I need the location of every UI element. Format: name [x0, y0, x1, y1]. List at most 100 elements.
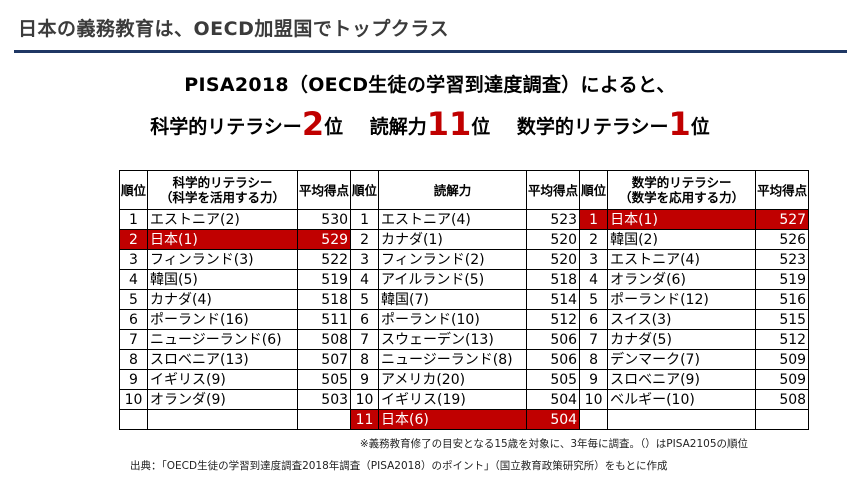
rank-summary: 科学的リテラシー2位 読解力11位 数学的リテラシー1位 [0, 104, 860, 147]
footnote: ※義務教育修了の目安となる15歳を対象に、3年毎に調査。（）はPISA2105の… [359, 438, 748, 450]
science-rank: 6 [118, 309, 149, 330]
math-score: 508 [755, 389, 810, 410]
math-country: 韓国(2) [607, 229, 757, 250]
reading-rank: 1 [350, 209, 380, 230]
header-rank-reading: 順位 [350, 170, 380, 210]
science-country: ニュージーランド(6) [147, 329, 299, 350]
reading-rank: 7 [350, 329, 380, 350]
math-score: 512 [755, 329, 810, 350]
rank-math-unit: 位 [690, 116, 710, 138]
science-rank: 9 [118, 369, 149, 390]
empty-cell [118, 409, 149, 430]
header-reading: 読解力 [378, 170, 528, 210]
science-score: 508 [297, 329, 352, 350]
pisa-ranking-table: 順位 科学的リテラシー （科学を活用する力） 平均得点 順位 読解力 平均得点 … [118, 170, 810, 430]
science-country: フィンランド(3) [147, 249, 299, 270]
slide-title: 日本の義務教育は、OECD加盟国でトップクラス [18, 18, 449, 40]
math-country: スロベニア(9) [607, 369, 757, 390]
rank-science-unit: 位 [324, 116, 344, 138]
reading-score: 506 [526, 349, 581, 370]
math-score: 509 [755, 349, 810, 370]
empty-cell [579, 409, 609, 430]
table-row: 2 日本(1) 529 2 カナダ(1) 520 2 韓国(2) 526 [118, 229, 810, 250]
science-score: 511 [297, 309, 352, 330]
science-country: ポーランド(16) [147, 309, 299, 330]
header-rank-math: 順位 [579, 170, 609, 210]
math-score: 516 [755, 289, 810, 310]
table-row-japan-reading: 11 日本(6) 504 [118, 409, 810, 430]
math-country: スイス(3) [607, 309, 757, 330]
science-rank: 1 [118, 209, 149, 230]
science-score: 529 [297, 229, 352, 250]
math-score: 519 [755, 269, 810, 290]
science-rank: 10 [118, 389, 149, 410]
science-rank: 8 [118, 349, 149, 370]
science-country: エストニア(2) [147, 209, 299, 230]
table-row: 1 エストニア(2) 530 1 エストニア(4) 523 1 日本(1) 527 [118, 209, 810, 230]
table-row: 3 フィンランド(3) 522 3 フィンランド(2) 520 3 エストニア(4) 523 [118, 249, 810, 270]
reading-score: 504 [526, 389, 581, 410]
rank-reading: 読解力11位 [370, 104, 491, 147]
reading-country: 日本(6) [378, 409, 528, 430]
table-row: 8 スロベニア(13) 507 8 ニュージーランド(8) 506 8 デンマーク(7) 509 [118, 349, 810, 370]
math-country: デンマーク(7) [607, 349, 757, 370]
reading-country: イギリス(19) [378, 389, 528, 410]
science-rank: 2 [118, 229, 149, 250]
math-score: 527 [755, 209, 810, 230]
reading-country: カナダ(1) [378, 229, 528, 250]
science-score: 505 [297, 369, 352, 390]
table-row: 6 ポーランド(16) 511 6 ポーランド(10) 512 6 スイス(3) 515 [118, 309, 810, 330]
reading-rank: 6 [350, 309, 380, 330]
reading-rank: 11 [350, 409, 380, 430]
science-country: イギリス(9) [147, 369, 299, 390]
reading-score: 523 [526, 209, 581, 230]
math-rank: 7 [579, 329, 609, 350]
math-score: 509 [755, 369, 810, 390]
rank-reading-number: 11 [426, 105, 472, 143]
math-rank: 3 [579, 249, 609, 270]
math-score: 523 [755, 249, 810, 270]
math-score: 515 [755, 309, 810, 330]
rank-science: 科学的リテラシー2位 [150, 104, 343, 147]
math-rank: 4 [579, 269, 609, 290]
reading-rank: 2 [350, 229, 380, 250]
reading-score: 518 [526, 269, 581, 290]
table-row: 4 韓国(5) 519 4 アイルランド(5) 518 4 オランダ(6) 519 [118, 269, 810, 290]
reading-country: エストニア(4) [378, 209, 528, 230]
math-rank: 9 [579, 369, 609, 390]
science-country: カナダ(4) [147, 289, 299, 310]
rank-science-label: 科学的リテラシー [150, 116, 302, 138]
header-score-math: 平均得点 [755, 170, 810, 210]
rank-reading-unit: 位 [471, 116, 491, 138]
source-citation: 出典：「OECD生徒の学習到達度調査2018年調査（PISA2018）のポイント… [130, 460, 668, 472]
empty-cell [755, 409, 810, 430]
reading-country: フィンランド(2) [378, 249, 528, 270]
science-rank: 4 [118, 269, 149, 290]
table-row: 9 イギリス(9) 505 9 アメリカ(20) 505 9 スロベニア(9) 509 [118, 369, 810, 390]
reading-rank: 10 [350, 389, 380, 410]
science-country: 韓国(5) [147, 269, 299, 290]
reading-country: アイルランド(5) [378, 269, 528, 290]
math-rank: 1 [579, 209, 609, 230]
reading-country: スウェーデン(13) [378, 329, 528, 350]
science-score: 518 [297, 289, 352, 310]
math-country: カナダ(5) [607, 329, 757, 350]
math-country: 日本(1) [607, 209, 757, 230]
header-science-title: 科学的リテラシー [172, 175, 273, 190]
reading-score: 512 [526, 309, 581, 330]
reading-score: 506 [526, 329, 581, 350]
header-science-subtitle: （科学を活用する力） [160, 190, 286, 205]
science-score: 530 [297, 209, 352, 230]
science-rank: 5 [118, 289, 149, 310]
science-score: 519 [297, 269, 352, 290]
math-country: オランダ(6) [607, 269, 757, 290]
header-rank-science: 順位 [118, 170, 149, 210]
math-score: 526 [755, 229, 810, 250]
math-country: ベルギー(10) [607, 389, 757, 410]
headline: PISA2018（OECD生徒の学習到達度調査）によると、 [184, 74, 676, 96]
math-country: ポーランド(12) [607, 289, 757, 310]
science-country: オランダ(9) [147, 389, 299, 410]
header-math: 数学的リテラシー （数学を応用する力） [607, 170, 757, 210]
reading-rank: 8 [350, 349, 380, 370]
math-rank: 6 [579, 309, 609, 330]
